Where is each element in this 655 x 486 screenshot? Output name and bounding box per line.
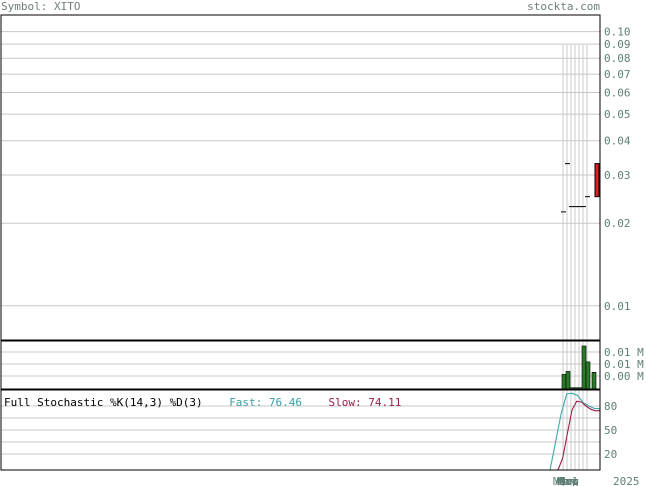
slow-line [557,400,601,471]
volume-bar [591,372,597,390]
month-tick-label: May [557,475,577,486]
month-tick-label: Nov [559,475,579,486]
month-tick-label: Mar [553,475,573,486]
fast-line [549,392,601,471]
price-tick-label: 0.02 [604,217,631,230]
fast-value-label: Fast: 76.46 [229,396,303,409]
volume-bar [565,371,571,390]
month-tick-label: Aug [559,475,579,486]
stochastic-axis-ticks: 80 50 20 [604,400,617,461]
price-tick-label: 0.07 [604,68,631,81]
month-tick-label: Sep [559,475,579,486]
price-tick-label: 0.04 [604,135,631,148]
slow-value-label: Slow: 74.11 [328,396,402,409]
stochastic-lines [549,392,601,471]
month-tick-label: Jul [559,475,579,486]
panel-frame [0,389,601,471]
panel-frame [0,340,601,390]
month-tick-label: Apr [555,475,575,486]
stochastic-tick-label: 80 [604,400,617,413]
stochastic-title: Full Stochastic %K(14,3) %D(3) [4,396,203,409]
month-tick-label: Jun [559,475,579,486]
stochastic-grid [1,390,600,470]
price-tick-label: 0.03 [604,169,631,182]
volume-tick-label: 0.01 M [604,346,644,359]
stochastic-legend: Full Stochastic %K(14,3) %D(3) Fast: 76.… [4,396,401,409]
price-tick-label: 0.10 [604,26,631,39]
month-tick-label: Oct [559,475,579,486]
stochastic-tick-label: 50 [604,424,617,437]
brand-link[interactable]: stockta.com [527,0,600,13]
volume-grid [1,341,600,389]
month-tick-label: 2025 [613,475,640,486]
price-tick-label: 0.06 [604,86,631,99]
volume-bar [581,345,587,390]
price-tick-label: 0.05 [604,108,631,121]
stochastic-tick-label: 20 [604,448,617,461]
panel-frames [0,14,601,471]
volume-bar [585,361,591,390]
price-grid [1,31,600,340]
volume-tick-label: 0.00 M [604,370,644,383]
price-candle [594,163,600,198]
volume-bar [561,374,567,390]
symbol-label: Symbol: XITO [1,0,81,13]
panel-frame [0,14,601,341]
volume-axis-ticks: 0.01 M0.01 M0.00 M [604,346,644,383]
month-tick-label: Dec [559,475,579,486]
volume-tick-label: 0.01 M [604,358,644,371]
price-tick-label: 0.01 [604,300,631,313]
price-axis-ticks: 0.100.090.08 0.07 0.06 0.05 0.04 0.03 0.02 0.01 [604,26,631,313]
price-tick-label: 0.09 [604,38,631,51]
price-candles [561,163,600,213]
price-tick-label: 0.08 [604,52,631,65]
